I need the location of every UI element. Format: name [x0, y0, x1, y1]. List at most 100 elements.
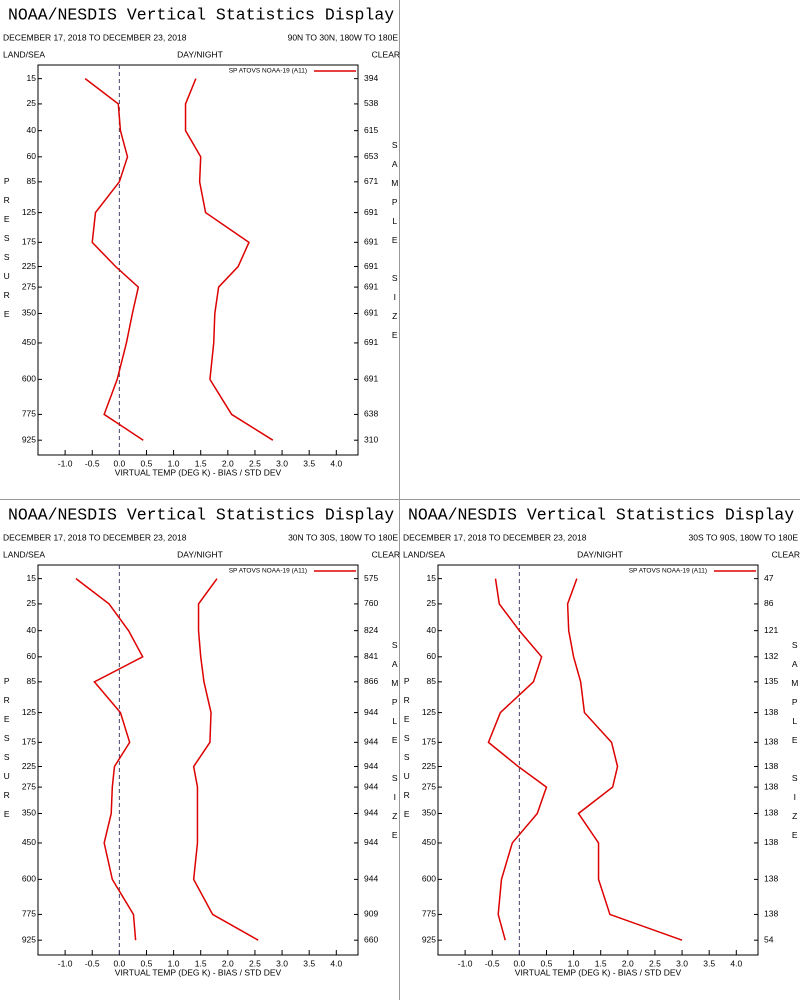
- corner-label: CLEAR: [372, 49, 400, 59]
- y-tick-label: 85: [427, 676, 437, 686]
- y-tick-label: 175: [422, 737, 436, 747]
- sample-size: 121: [764, 625, 778, 635]
- y-tick-label: 450: [22, 337, 36, 347]
- x-axis-label: VIRTUAL TEMP (DEG K) - BIAS / STD DEV: [515, 967, 682, 977]
- y-tick-label: 600: [22, 374, 36, 384]
- corner-label: DAY/NIGHT: [577, 549, 623, 559]
- x-tick-label: 0.0: [513, 958, 525, 968]
- y-tick-label: 275: [22, 281, 36, 291]
- y-tick-label: 350: [22, 308, 36, 318]
- sample-size: 54: [764, 934, 774, 944]
- x-tick-label: 1.5: [595, 958, 607, 968]
- x-tick-label: -0.5: [85, 958, 100, 968]
- y-tick-label: 125: [422, 707, 436, 717]
- series-line: [75, 578, 144, 941]
- y-tick-label: 60: [427, 651, 437, 661]
- x-axis-label: VIRTUAL TEMP (DEG K) - BIAS / STD DEV: [115, 967, 282, 977]
- y-tick-label: 85: [27, 676, 37, 686]
- sample-size: 138: [764, 874, 778, 884]
- sample-size: 691: [364, 374, 378, 384]
- sample-size: 691: [364, 308, 378, 318]
- date-range: DECEMBER 17, 2018 TO DECEMBER 23, 2018: [3, 32, 187, 42]
- region: 30S TO 90S, 180W TO 180E: [689, 532, 799, 542]
- x-tick-label: 3.0: [676, 958, 688, 968]
- sample-size: 86: [764, 598, 774, 608]
- sample-size: 691: [364, 337, 378, 347]
- x-tick-label: 3.5: [303, 458, 315, 468]
- y-tick-label: 450: [22, 837, 36, 847]
- corner-label: LAND/SEA: [403, 549, 445, 559]
- corner-label: LAND/SEA: [3, 549, 45, 559]
- y-tick-label: 60: [27, 151, 37, 161]
- y-tick-label: 40: [27, 125, 37, 135]
- plot-frame: [37, 564, 359, 956]
- sample-size: 653: [364, 151, 378, 161]
- x-tick-label: 1.0: [168, 458, 180, 468]
- x-tick-label: 1.5: [195, 958, 207, 968]
- date-range: DECEMBER 17, 2018 TO DECEMBER 23, 2018: [403, 532, 587, 542]
- x-tick-label: 3.5: [703, 958, 715, 968]
- series-line: [192, 578, 259, 941]
- y-tick-label: 225: [422, 761, 436, 771]
- chart-panel: NOAA/NESDIS Vertical Statistics Display D…: [2, 5, 400, 477]
- y-tick-label: 775: [22, 909, 36, 919]
- y-tick-label: 40: [27, 625, 37, 635]
- sample-size: 138: [764, 837, 778, 847]
- sample-size: 691: [364, 261, 378, 271]
- y-tick-label: 25: [27, 598, 37, 608]
- x-tick-label: -1.0: [458, 958, 473, 968]
- sample-size: 638: [364, 409, 378, 419]
- sample-size: 944: [364, 761, 378, 771]
- y-tick-label: 175: [22, 737, 36, 747]
- corner-label: DAY/NIGHT: [177, 549, 223, 559]
- x-axis-label: VIRTUAL TEMP (DEG K) - BIAS / STD DEV: [115, 467, 282, 477]
- x-tick-label: -1.0: [58, 458, 73, 468]
- series-line: [487, 578, 548, 941]
- sample-size: 135: [764, 676, 778, 686]
- corner-label: CLEAR: [772, 549, 800, 559]
- sample-size: 944: [364, 837, 378, 847]
- sample-size: 47: [764, 573, 774, 583]
- y-tick-label: 775: [422, 909, 436, 919]
- sample-size: 660: [364, 934, 378, 944]
- legend-label: SP ATOVS NOAA-19 (A11): [629, 568, 707, 575]
- series-line: [84, 78, 144, 441]
- y-tick-label: 15: [427, 573, 437, 583]
- x-tick-label: 0.0: [113, 958, 125, 968]
- y2-axis-label: SAMPLE SIZE: [390, 640, 400, 849]
- y-tick-label: 350: [22, 808, 36, 818]
- y-tick-label: 775: [22, 409, 36, 419]
- region: 90N TO 30N, 180W TO 180E: [288, 32, 399, 42]
- sample-size: 691: [364, 237, 378, 247]
- y-axis-label: PRESSURE: [402, 676, 412, 828]
- y-tick-label: 275: [422, 781, 436, 791]
- sample-size: 691: [364, 281, 378, 291]
- sample-size: 138: [764, 781, 778, 791]
- y-tick-label: 925: [22, 434, 36, 444]
- corner-label: LAND/SEA: [3, 49, 45, 59]
- y-tick-label: 175: [22, 237, 36, 247]
- plot-frame: [37, 64, 359, 456]
- sample-size: 615: [364, 125, 378, 135]
- sample-size: 760: [364, 598, 378, 608]
- x-tick-label: 0.5: [141, 458, 153, 468]
- sample-size: 841: [364, 651, 378, 661]
- sample-size: 138: [764, 761, 778, 771]
- y-axis-label: PRESSURE: [2, 676, 12, 828]
- sample-size: 944: [364, 737, 378, 747]
- x-tick-label: -0.5: [85, 458, 100, 468]
- sample-size: 944: [364, 781, 378, 791]
- y-tick-label: 600: [422, 874, 436, 884]
- x-tick-label: 3.0: [276, 958, 288, 968]
- y-tick-label: 15: [27, 573, 37, 583]
- y-tick-label: 85: [27, 176, 37, 186]
- x-tick-label: 4.0: [330, 458, 342, 468]
- x-tick-label: 2.0: [222, 458, 234, 468]
- x-tick-label: 1.0: [168, 958, 180, 968]
- y-tick-label: 225: [22, 261, 36, 271]
- y-tick-label: 15: [27, 73, 37, 83]
- y-tick-label: 925: [22, 934, 36, 944]
- x-tick-label: 1.0: [568, 958, 580, 968]
- y-tick-label: 125: [22, 207, 36, 217]
